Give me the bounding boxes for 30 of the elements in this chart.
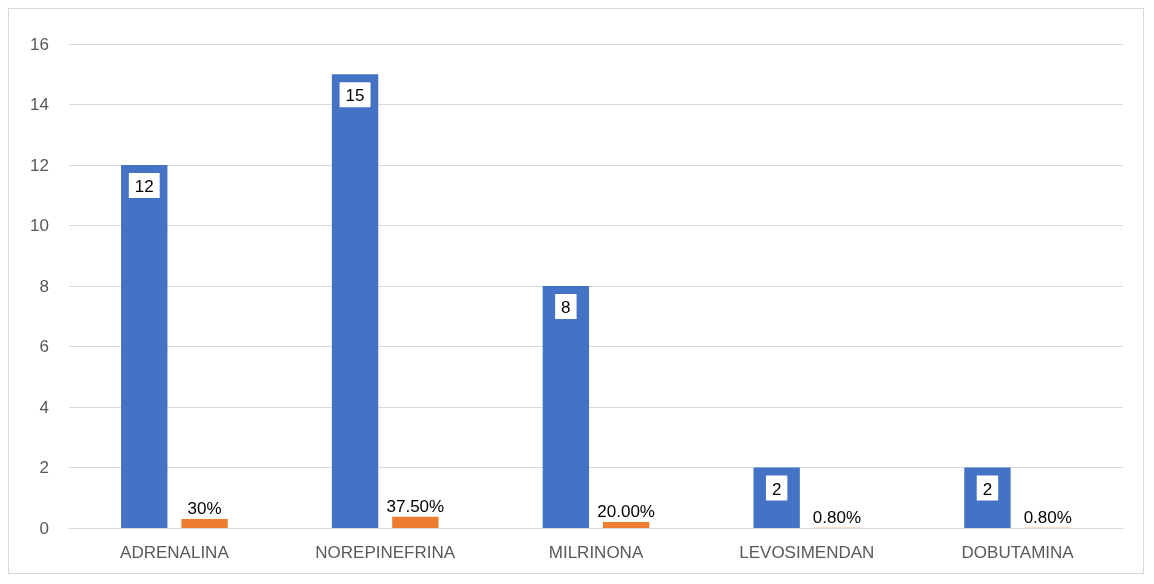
y-tick-label: 2 — [39, 458, 49, 477]
data-label: 0.80% — [1023, 507, 1072, 527]
data-label: 15 — [345, 86, 365, 106]
y-tick-label: 6 — [39, 337, 49, 356]
bar — [602, 521, 650, 528]
x-tick-label: NOREPINEFRINA — [315, 543, 456, 562]
data-label: 0.80% — [812, 507, 862, 527]
data-label: 2 — [982, 479, 993, 499]
data-label: 20.00% — [597, 501, 655, 521]
x-tick-label: DOBUTAMINA — [961, 543, 1075, 562]
y-tick-label: 0 — [39, 518, 49, 538]
data-label: 37.50% — [386, 496, 445, 516]
y-tick-label: 16 — [30, 34, 49, 54]
y-tick-label: 8 — [39, 276, 49, 296]
bar — [392, 516, 439, 528]
bar — [542, 286, 590, 528]
x-tick-label: MILRINONA — [548, 543, 644, 562]
y-tick-label: 10 — [30, 216, 49, 235]
y-tick-label: 14 — [30, 95, 49, 114]
bar — [121, 165, 168, 528]
data-label: 2 — [771, 479, 782, 499]
x-tick-label: ADRENALINA — [120, 543, 230, 562]
data-label: 8 — [561, 298, 571, 317]
data-label: 12 — [134, 177, 154, 196]
y-tick-label: 12 — [30, 155, 49, 175]
data-label: 30% — [187, 498, 222, 518]
bar — [181, 518, 228, 528]
x-tick-label: LEVOSIMENDAN — [739, 543, 875, 562]
bar — [331, 74, 379, 528]
y-tick-label: 4 — [39, 397, 49, 417]
